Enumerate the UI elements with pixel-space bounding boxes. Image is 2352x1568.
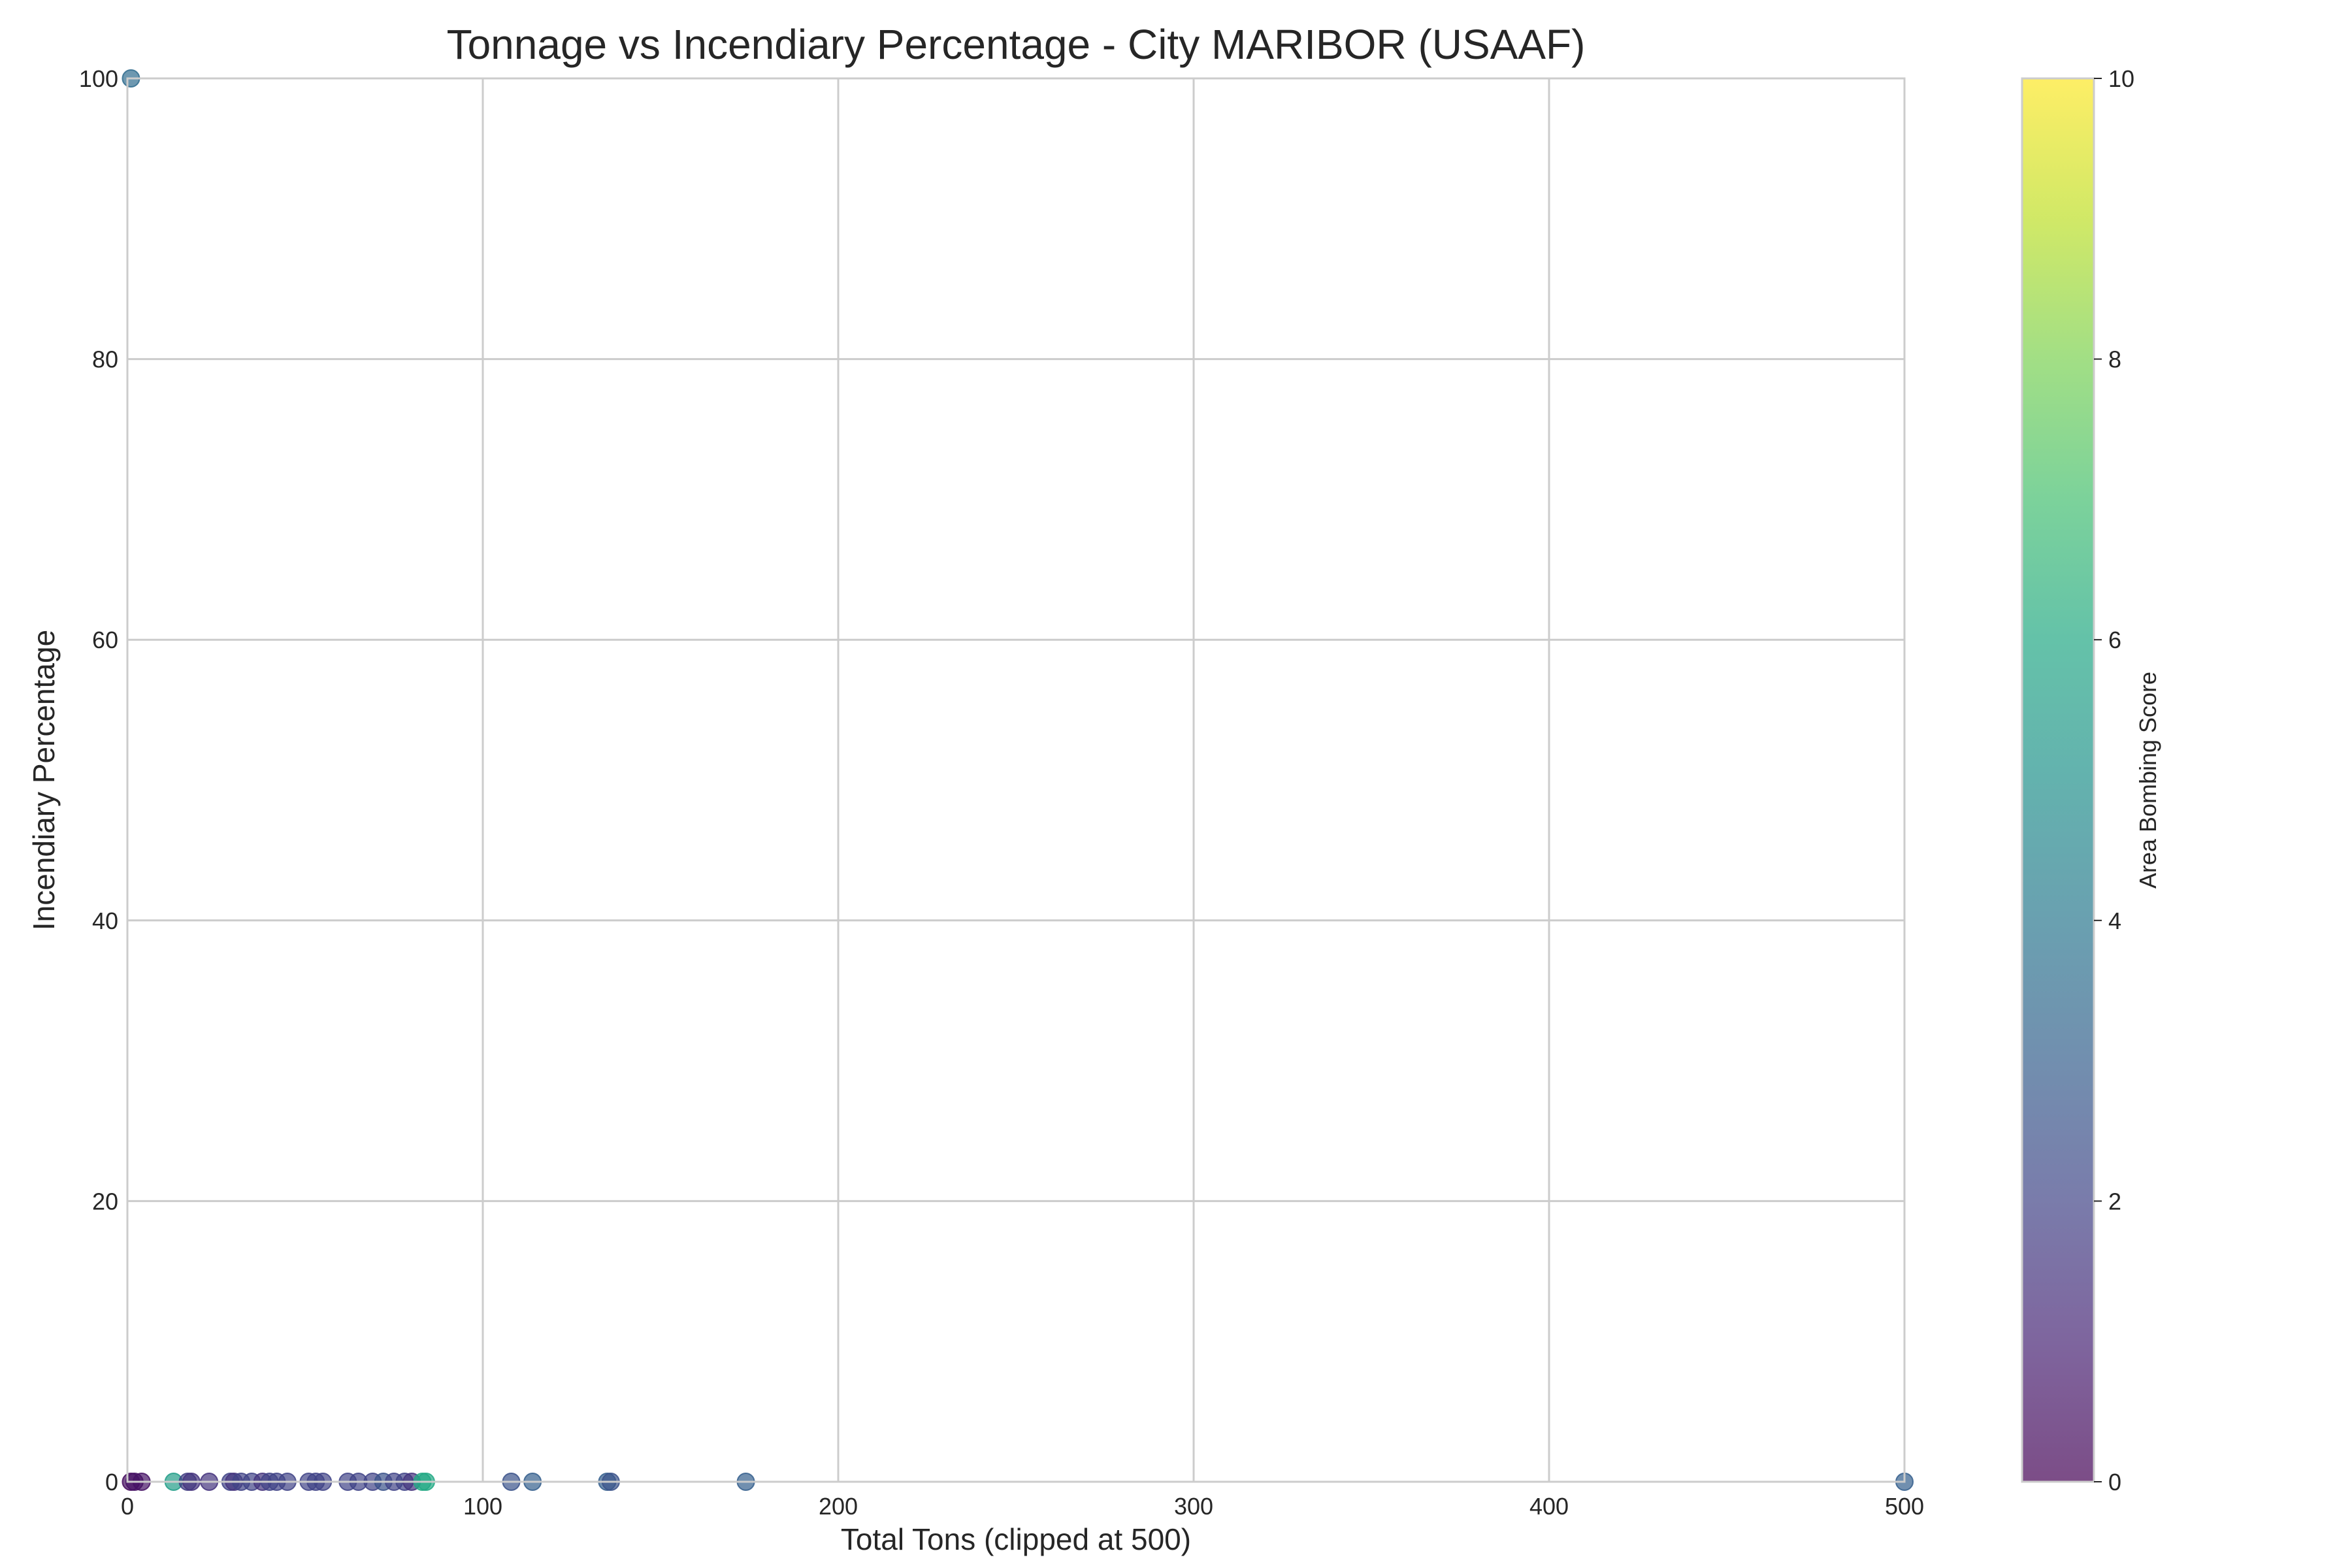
y-tick-labels: 0 20 40 60 80 100 — [79, 65, 118, 1495]
x-axis-label: Total Tons (clipped at 500) — [841, 1522, 1191, 1556]
x-tick-label: 500 — [1885, 1493, 1924, 1520]
chart-title: Tonnage vs Incendiary Percentage - City … — [447, 21, 1586, 68]
x-tick-label: 400 — [1529, 1493, 1569, 1520]
colorbar-tick-label: 0 — [2108, 1469, 2121, 1495]
y-tick-label: 20 — [92, 1188, 118, 1215]
colorbar-label: Area Bombing Score — [2134, 672, 2161, 889]
colorbar-tick-label: 4 — [2108, 907, 2121, 934]
x-tick-label: 0 — [121, 1493, 134, 1520]
y-tick-label: 0 — [105, 1469, 118, 1495]
y-tick-label: 40 — [92, 907, 118, 934]
colorbar-tick-label: 8 — [2108, 346, 2121, 373]
x-tick-labels: 0 100 200 300 400 500 — [121, 1493, 1924, 1520]
y-tick-label: 60 — [92, 627, 118, 653]
plot-area — [127, 78, 1904, 1482]
colorbar — [2021, 77, 2095, 1483]
y-tick-label: 80 — [92, 346, 118, 373]
y-axis-label: Incendiary Percentage — [27, 630, 61, 930]
colorbar-tick-label: 10 — [2108, 65, 2134, 92]
x-tick-label: 300 — [1174, 1493, 1213, 1520]
colorbar-tick-labels: 0 2 4 6 8 10 — [2094, 65, 2134, 1495]
y-tick-label: 100 — [79, 65, 118, 92]
plot-frame — [126, 77, 1906, 1483]
x-tick-label: 200 — [819, 1493, 858, 1520]
x-tick-label: 100 — [463, 1493, 502, 1520]
colorbar-tick-label: 6 — [2108, 627, 2121, 653]
colorbar-tick-label: 2 — [2108, 1188, 2121, 1215]
